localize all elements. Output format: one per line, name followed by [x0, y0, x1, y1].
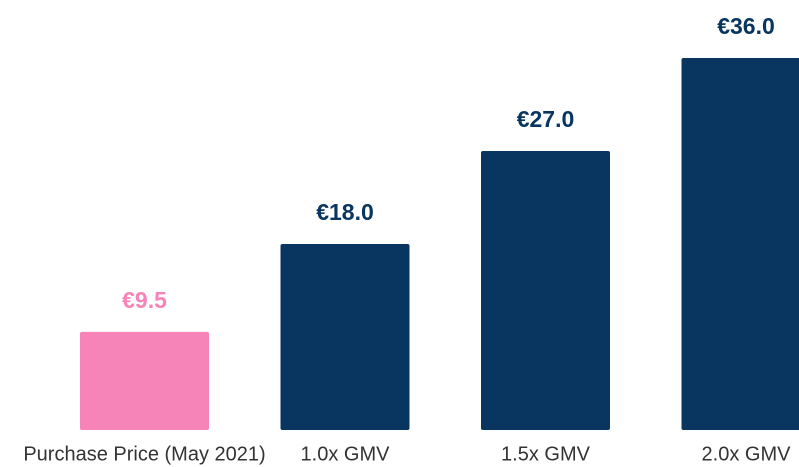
x-tick-label: 1.0x GMV: [301, 443, 391, 465]
bar: [681, 58, 799, 430]
bar: [280, 244, 410, 430]
value-label: €27.0: [517, 106, 575, 132]
x-tick-label: 1.5x GMV: [501, 443, 591, 465]
value-label: €18.0: [316, 199, 374, 225]
x-tick-label: 2.0x GMV: [702, 443, 792, 465]
value-label: €36.0: [717, 13, 775, 39]
value-label: €9.5: [122, 287, 167, 313]
x-tick-label: Purchase Price (May 2021): [23, 443, 265, 465]
bar: [481, 151, 610, 430]
bar: [80, 331, 209, 430]
